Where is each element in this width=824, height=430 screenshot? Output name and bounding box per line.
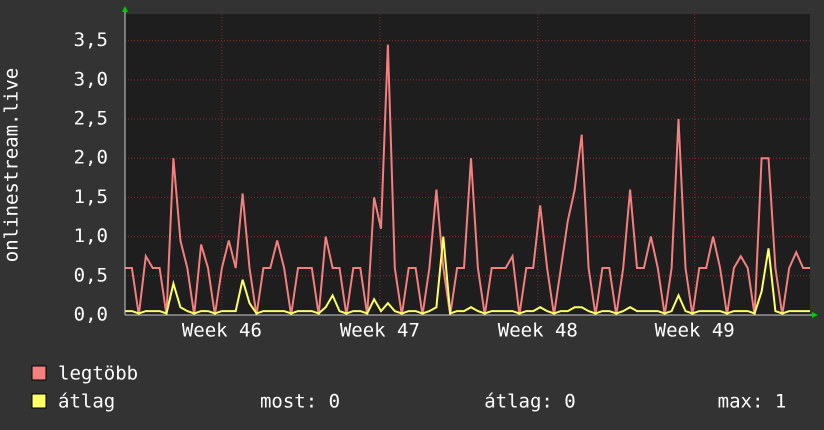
y-tick-label: 0,5 bbox=[74, 264, 108, 286]
y-tick-label: 1,5 bbox=[74, 186, 108, 208]
y-tick-label: 3,5 bbox=[74, 29, 108, 51]
y-axis-label: onlinestream.live bbox=[1, 68, 23, 262]
y-tick-label: 2,5 bbox=[74, 108, 108, 130]
legend-swatch bbox=[31, 365, 47, 381]
x-tick-label: Week 46 bbox=[182, 320, 262, 342]
y-tick-label: 1,0 bbox=[74, 225, 108, 247]
legend-swatch bbox=[31, 393, 47, 409]
y-tick-label: 2,0 bbox=[74, 147, 108, 169]
series-line bbox=[125, 44, 810, 316]
stat-label: átlag: 0 bbox=[484, 391, 576, 413]
stat-label: max: 1 bbox=[718, 391, 787, 413]
x-tick-label: Week 48 bbox=[498, 320, 578, 342]
x-arrow bbox=[812, 312, 818, 318]
plot-area bbox=[125, 14, 810, 315]
stat-label: most: 0 bbox=[260, 391, 340, 413]
series-line bbox=[125, 236, 810, 315]
y-arrow bbox=[122, 6, 128, 12]
legend-label: átlag bbox=[58, 391, 115, 413]
x-tick-label: Week 47 bbox=[340, 320, 420, 342]
x-tick-label: Week 49 bbox=[655, 320, 735, 342]
legend-label: legtöbb bbox=[58, 363, 138, 385]
y-tick-label: 3,0 bbox=[74, 68, 108, 90]
y-tick-label: 0,0 bbox=[74, 304, 108, 326]
